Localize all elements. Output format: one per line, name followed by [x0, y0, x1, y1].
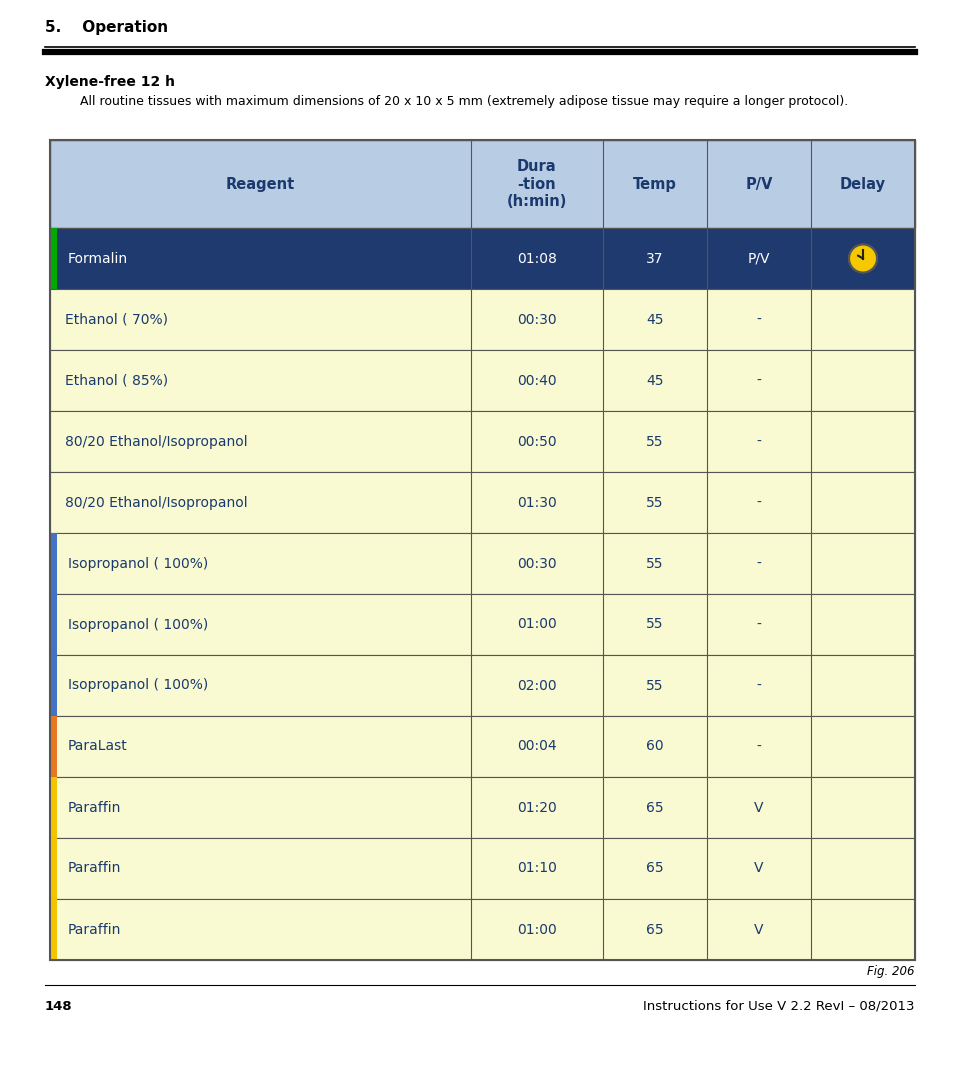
Text: Temp: Temp: [633, 176, 677, 191]
Text: 65: 65: [645, 862, 663, 876]
Bar: [50, 534, 914, 594]
Text: Delay: Delay: [840, 176, 885, 191]
Text: 80/20 Ethanol/Isopropanol: 80/20 Ethanol/Isopropanol: [65, 434, 248, 448]
Bar: [50, 411, 914, 472]
Text: 45: 45: [645, 374, 663, 388]
Text: 80/20 Ethanol/Isopropanol: 80/20 Ethanol/Isopropanol: [65, 496, 248, 510]
Text: Formalin: Formalin: [68, 252, 128, 266]
Text: 55: 55: [645, 556, 663, 570]
Text: -: -: [756, 556, 760, 570]
Text: 55: 55: [645, 618, 663, 632]
Text: V: V: [754, 922, 763, 936]
Text: -: -: [756, 496, 760, 510]
Text: -: -: [756, 678, 760, 692]
Bar: [50, 289, 914, 350]
Text: -: -: [756, 740, 760, 754]
Text: Xylene-free 12 h: Xylene-free 12 h: [45, 75, 174, 89]
Text: 55: 55: [645, 434, 663, 448]
Bar: [50, 899, 57, 960]
Text: Dura
-tion
(h:min): Dura -tion (h:min): [506, 159, 566, 208]
Bar: [50, 140, 914, 228]
Text: 01:20: 01:20: [517, 800, 557, 814]
Text: Paraffin: Paraffin: [68, 862, 121, 876]
Bar: [50, 838, 57, 899]
Text: V: V: [754, 800, 763, 814]
Text: Paraffin: Paraffin: [68, 800, 121, 814]
Bar: [50, 716, 57, 777]
Text: Fig. 206: Fig. 206: [866, 966, 914, 978]
Text: 65: 65: [645, 800, 663, 814]
Bar: [50, 777, 914, 838]
Text: 00:04: 00:04: [517, 740, 557, 754]
Bar: [50, 654, 914, 716]
Bar: [50, 594, 914, 654]
Bar: [50, 534, 57, 594]
Text: ParaLast: ParaLast: [68, 740, 128, 754]
Bar: [50, 838, 914, 899]
Text: All routine tissues with maximum dimensions of 20 x 10 x 5 mm (extremely adipose: All routine tissues with maximum dimensi…: [80, 95, 847, 108]
Text: 00:40: 00:40: [517, 374, 557, 388]
Bar: [50, 777, 57, 838]
Text: 01:08: 01:08: [517, 252, 557, 266]
Text: 55: 55: [645, 678, 663, 692]
Text: 00:30: 00:30: [517, 556, 557, 570]
Text: Instructions for Use V 2.2 RevI – 08/2013: Instructions for Use V 2.2 RevI – 08/201…: [643, 1000, 914, 1013]
Text: 45: 45: [645, 312, 663, 326]
Text: Ethanol ( 70%): Ethanol ( 70%): [65, 312, 168, 326]
Text: -: -: [756, 434, 760, 448]
Text: 01:10: 01:10: [517, 862, 557, 876]
Text: 60: 60: [645, 740, 663, 754]
Bar: [50, 716, 914, 777]
Text: 01:30: 01:30: [517, 496, 557, 510]
Text: 65: 65: [645, 922, 663, 936]
Text: Paraffin: Paraffin: [68, 922, 121, 936]
Bar: [50, 228, 57, 289]
Circle shape: [848, 244, 876, 272]
Text: 01:00: 01:00: [517, 922, 557, 936]
Bar: [50, 350, 914, 411]
Text: Isopropanol ( 100%): Isopropanol ( 100%): [68, 678, 208, 692]
Text: Isopropanol ( 100%): Isopropanol ( 100%): [68, 618, 208, 632]
Text: Ethanol ( 85%): Ethanol ( 85%): [65, 374, 168, 388]
Text: 5.    Operation: 5. Operation: [45, 21, 168, 35]
Text: -: -: [756, 374, 760, 388]
Bar: [50, 140, 914, 960]
Text: Isopropanol ( 100%): Isopropanol ( 100%): [68, 556, 208, 570]
Text: P/V: P/V: [744, 176, 772, 191]
Text: 148: 148: [45, 1000, 72, 1013]
Text: P/V: P/V: [747, 252, 769, 266]
Text: 00:30: 00:30: [517, 312, 557, 326]
Text: 37: 37: [645, 252, 663, 266]
Text: 00:50: 00:50: [517, 434, 557, 448]
Text: 01:00: 01:00: [517, 618, 557, 632]
Text: -: -: [756, 312, 760, 326]
Bar: [50, 899, 914, 960]
Bar: [50, 228, 914, 289]
Text: Reagent: Reagent: [226, 176, 294, 191]
Bar: [50, 654, 57, 716]
Text: 55: 55: [645, 496, 663, 510]
Text: -: -: [756, 618, 760, 632]
Text: V: V: [754, 862, 763, 876]
Bar: [50, 594, 57, 654]
Bar: [50, 472, 914, 534]
Text: 02:00: 02:00: [517, 678, 557, 692]
